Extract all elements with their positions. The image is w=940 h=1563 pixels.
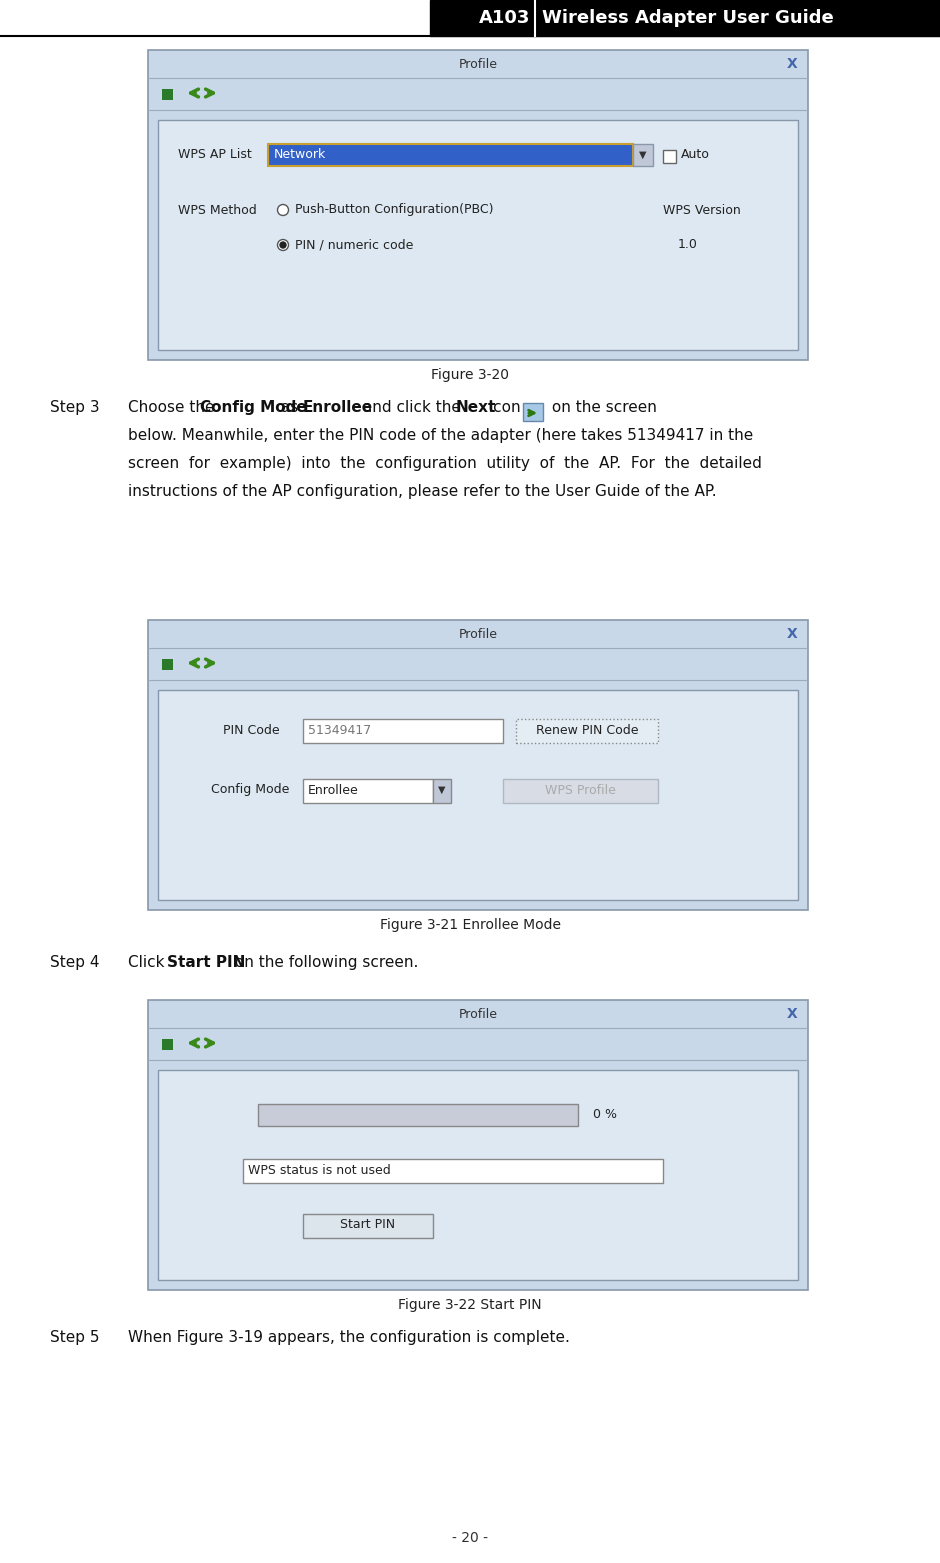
Text: instructions of the AP configuration, please refer to the User Guide of the AP.: instructions of the AP configuration, pl…	[128, 485, 716, 499]
Circle shape	[277, 205, 289, 216]
Text: Click: Click	[128, 955, 169, 971]
Bar	[303, 719, 503, 742]
Text: Step 3: Step 3	[50, 400, 100, 416]
Text: Figure 3-22 Start PIN: Figure 3-22 Start PIN	[399, 1297, 541, 1311]
Bar	[162, 89, 173, 100]
Bar	[243, 1160, 663, 1183]
Text: icon: icon	[484, 400, 525, 416]
Text: ▼: ▼	[639, 150, 647, 159]
Text: Start PIN: Start PIN	[167, 955, 245, 971]
Text: below. Meanwhile, enter the PIN code of the adapter (here takes 51349417 in the: below. Meanwhile, enter the PIN code of …	[128, 428, 753, 442]
Text: screen  for  example)  into  the  configuration  utility  of  the  AP.  For  the: screen for example) into the configurati…	[128, 456, 762, 470]
Bar	[523, 403, 543, 420]
Bar	[162, 660, 173, 671]
Text: A103: A103	[478, 9, 530, 27]
Text: as: as	[276, 400, 304, 416]
Text: 0 %: 0 %	[593, 1108, 617, 1122]
Bar	[258, 1103, 578, 1125]
Bar	[633, 144, 653, 166]
Bar	[503, 778, 658, 803]
Text: WPS AP List: WPS AP List	[178, 148, 252, 161]
Text: Enrollee: Enrollee	[308, 783, 359, 797]
Bar	[430, 0, 940, 36]
Text: 51349417: 51349417	[308, 724, 371, 736]
Text: ▼: ▼	[438, 785, 446, 796]
Bar	[158, 120, 798, 350]
Text: Config Mode: Config Mode	[211, 783, 290, 797]
Text: Auto: Auto	[681, 148, 710, 161]
Bar	[148, 621, 808, 910]
Bar	[303, 1214, 433, 1238]
Text: Figure 3-20: Figure 3-20	[431, 367, 509, 381]
Bar	[158, 1071, 798, 1280]
Text: Step 4: Step 4	[50, 955, 100, 971]
Bar	[148, 1000, 808, 1289]
Bar	[516, 719, 658, 742]
Text: When Figure 3-19 appears, the configuration is complete.: When Figure 3-19 appears, the configurat…	[128, 1330, 570, 1346]
Text: - 20 -: - 20 -	[452, 1532, 488, 1544]
Text: PIN Code: PIN Code	[223, 724, 279, 736]
Bar	[148, 50, 808, 359]
Text: WPS Method: WPS Method	[178, 203, 257, 217]
Text: Renew PIN Code: Renew PIN Code	[536, 724, 638, 736]
Text: X: X	[787, 627, 797, 641]
Text: Start PIN: Start PIN	[340, 1219, 396, 1232]
Text: Choose the: Choose the	[128, 400, 219, 416]
Text: Config Mode: Config Mode	[199, 400, 306, 416]
Bar	[433, 778, 451, 803]
Bar	[162, 1039, 173, 1050]
Text: PIN / numeric code: PIN / numeric code	[295, 239, 414, 252]
Bar	[158, 689, 798, 900]
Text: X: X	[787, 56, 797, 70]
Text: on the following screen.: on the following screen.	[230, 955, 418, 971]
Bar	[268, 144, 633, 166]
Text: Step 5: Step 5	[50, 1330, 100, 1346]
Text: Next: Next	[456, 400, 496, 416]
Circle shape	[277, 239, 289, 250]
Text: Profile: Profile	[459, 1008, 497, 1021]
Text: and click the: and click the	[358, 400, 466, 416]
Text: WPS Profile: WPS Profile	[545, 783, 616, 797]
Text: Network: Network	[274, 148, 326, 161]
Text: WPS status is not used: WPS status is not used	[248, 1163, 391, 1177]
Text: on the screen: on the screen	[547, 400, 657, 416]
Text: Enrollee: Enrollee	[303, 400, 372, 416]
Text: Push-Button Configuration(PBC): Push-Button Configuration(PBC)	[295, 203, 494, 217]
Text: WPS Version: WPS Version	[663, 203, 741, 217]
Circle shape	[280, 242, 286, 249]
Bar	[663, 150, 676, 163]
Text: Profile: Profile	[459, 58, 497, 70]
Text: Wireless Adapter User Guide: Wireless Adapter User Guide	[542, 9, 834, 27]
Text: X: X	[787, 1007, 797, 1021]
Bar	[303, 778, 433, 803]
Text: 1.0: 1.0	[678, 239, 697, 252]
Text: Figure 3-21 Enrollee Mode: Figure 3-21 Enrollee Mode	[380, 917, 560, 932]
Text: Profile: Profile	[459, 627, 497, 641]
